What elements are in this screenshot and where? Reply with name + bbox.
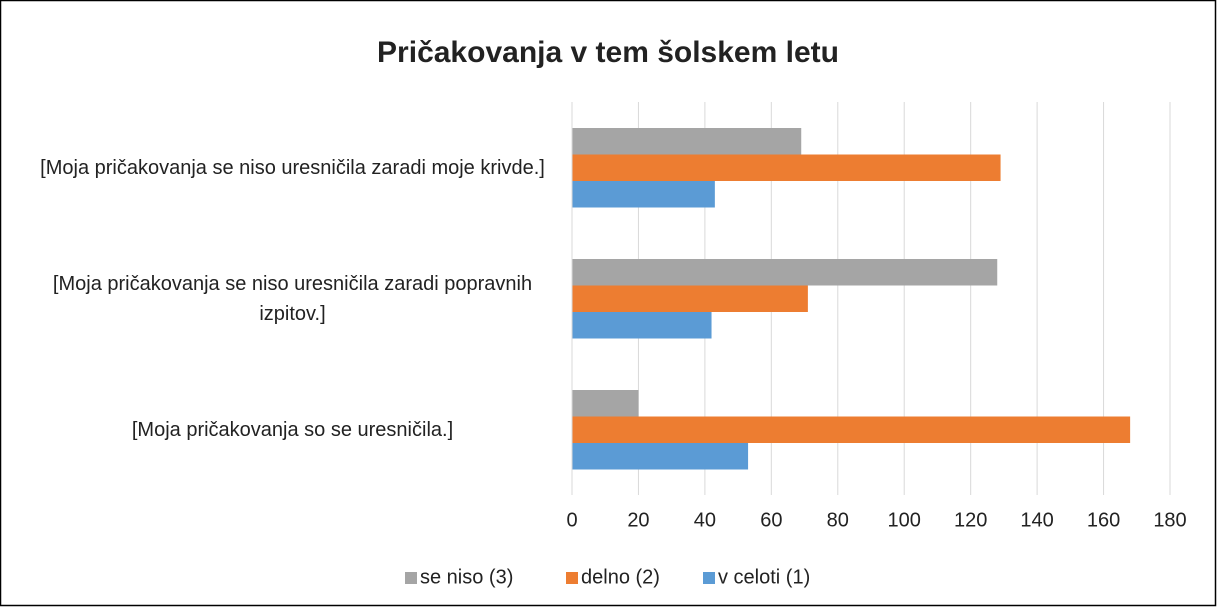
legend-label: v celoti (1) [718,566,810,588]
x-tick-label: 40 [694,509,716,531]
chart-title: Pričakovanja v tem šolskem letu [377,36,839,69]
bar [572,128,802,155]
legend-swatch [405,572,417,584]
y-tick-label: [Moja pričakovanja se niso uresničila za… [40,156,545,179]
bar [572,390,639,417]
x-tick-label: 100 [888,509,921,531]
category-label-box: [Moja pričakovanja so se uresničila.] [131,418,454,441]
x-tick-label: 0 [566,509,577,531]
bar [572,285,808,312]
bar [572,312,712,339]
y-tick-label: [Moja pričakovanja se niso uresničila za… [52,272,533,325]
x-tick-label: 120 [954,509,987,531]
x-tick-label: 160 [1087,509,1120,531]
y-tick-label: [Moja pričakovanja so se uresničila.] [131,418,454,441]
legend-label: se niso (3) [420,566,513,588]
bar [572,443,749,470]
legend-label: delno (2) [581,566,660,588]
x-tick-label: 80 [827,509,849,531]
legend-swatch [566,572,578,584]
x-tick-label: 60 [760,509,782,531]
bar [572,259,998,286]
bar [572,181,715,208]
category-label-box: [Moja pričakovanja se niso uresničila za… [40,156,545,179]
category-label-box: [Moja pričakovanja se niso uresničila za… [52,272,533,325]
x-tick-label: 140 [1020,509,1053,531]
legend-swatch [703,572,715,584]
bar [572,154,1001,181]
x-tick-label: 20 [627,509,649,531]
x-tick-label: 180 [1153,509,1186,531]
bar [572,416,1131,443]
